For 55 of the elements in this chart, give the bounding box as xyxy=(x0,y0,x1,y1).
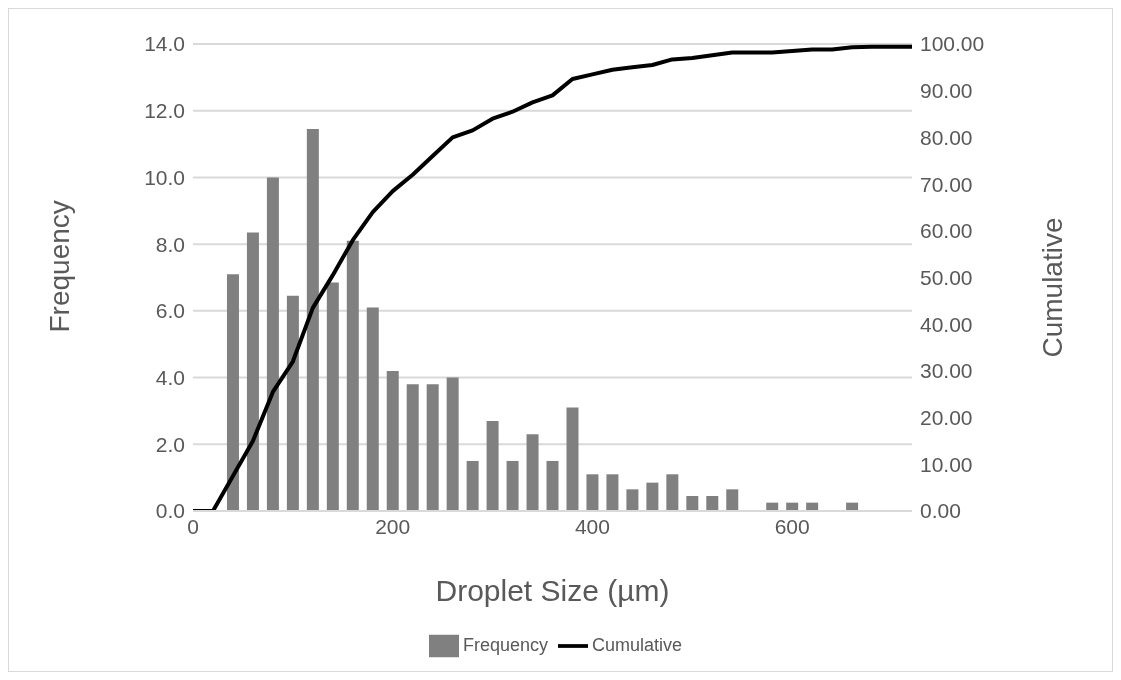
bar xyxy=(486,420,499,511)
bar xyxy=(526,434,539,511)
y-tick-label: 10.0 xyxy=(144,165,185,189)
x-tick-label: 0 xyxy=(187,514,199,538)
y-axis-title: Frequency xyxy=(43,200,75,333)
legend-label: Frequency xyxy=(462,634,548,655)
y-tick-label: 14.0 xyxy=(144,32,185,56)
bar xyxy=(326,282,339,511)
bar xyxy=(626,489,639,511)
y2-tick-label: 40.00 xyxy=(920,312,973,336)
y-tick-label: 6.0 xyxy=(155,299,185,323)
bar xyxy=(666,474,679,511)
line-series xyxy=(193,44,912,511)
bar xyxy=(306,129,319,511)
bar xyxy=(506,460,519,511)
legend-label: Cumulative xyxy=(592,634,683,655)
bar xyxy=(606,474,619,511)
bar xyxy=(466,460,479,511)
y-tick-label: 2.0 xyxy=(155,432,185,456)
x-axis-title: Droplet Size (µm) xyxy=(435,574,670,607)
bar xyxy=(446,377,459,511)
y-tick-label: 4.0 xyxy=(155,366,185,390)
bar xyxy=(726,489,739,511)
bar xyxy=(286,295,299,511)
bar xyxy=(246,232,259,511)
y2-axis-title: Cumulative xyxy=(1036,217,1068,358)
y2-tick-label: 20.00 xyxy=(920,406,973,430)
bar xyxy=(426,384,439,511)
y2-tick-label: 10.00 xyxy=(920,452,973,476)
y2-tick-label: 80.00 xyxy=(920,125,973,149)
y2-tick-label: 60.00 xyxy=(920,219,973,243)
bar xyxy=(706,495,719,511)
bar xyxy=(566,407,579,511)
x-tick-label: 200 xyxy=(375,514,411,538)
bar xyxy=(646,482,659,511)
bar xyxy=(346,240,359,511)
bar xyxy=(586,474,599,511)
y-tick-label: 0.0 xyxy=(155,499,185,523)
bar xyxy=(266,177,279,511)
y2-tick-label: 30.00 xyxy=(920,359,973,383)
y-tick-label: 12.0 xyxy=(144,99,185,123)
x-tick-label: 400 xyxy=(574,514,610,538)
y2-tick-label: 50.00 xyxy=(920,265,973,289)
y2-tick-label: 100.00 xyxy=(920,32,985,56)
x-tick-label: 600 xyxy=(774,514,810,538)
bar xyxy=(686,495,699,511)
y-tick-label: 8.0 xyxy=(155,232,185,256)
y2-tick-label: 90.00 xyxy=(920,79,973,103)
bar xyxy=(226,274,239,511)
bar xyxy=(406,384,419,511)
y2-tick-label: 70.00 xyxy=(920,172,973,196)
bar xyxy=(546,460,559,511)
bar xyxy=(366,307,379,511)
bar xyxy=(386,370,399,511)
y2-tick-label: 0.00 xyxy=(920,499,961,523)
